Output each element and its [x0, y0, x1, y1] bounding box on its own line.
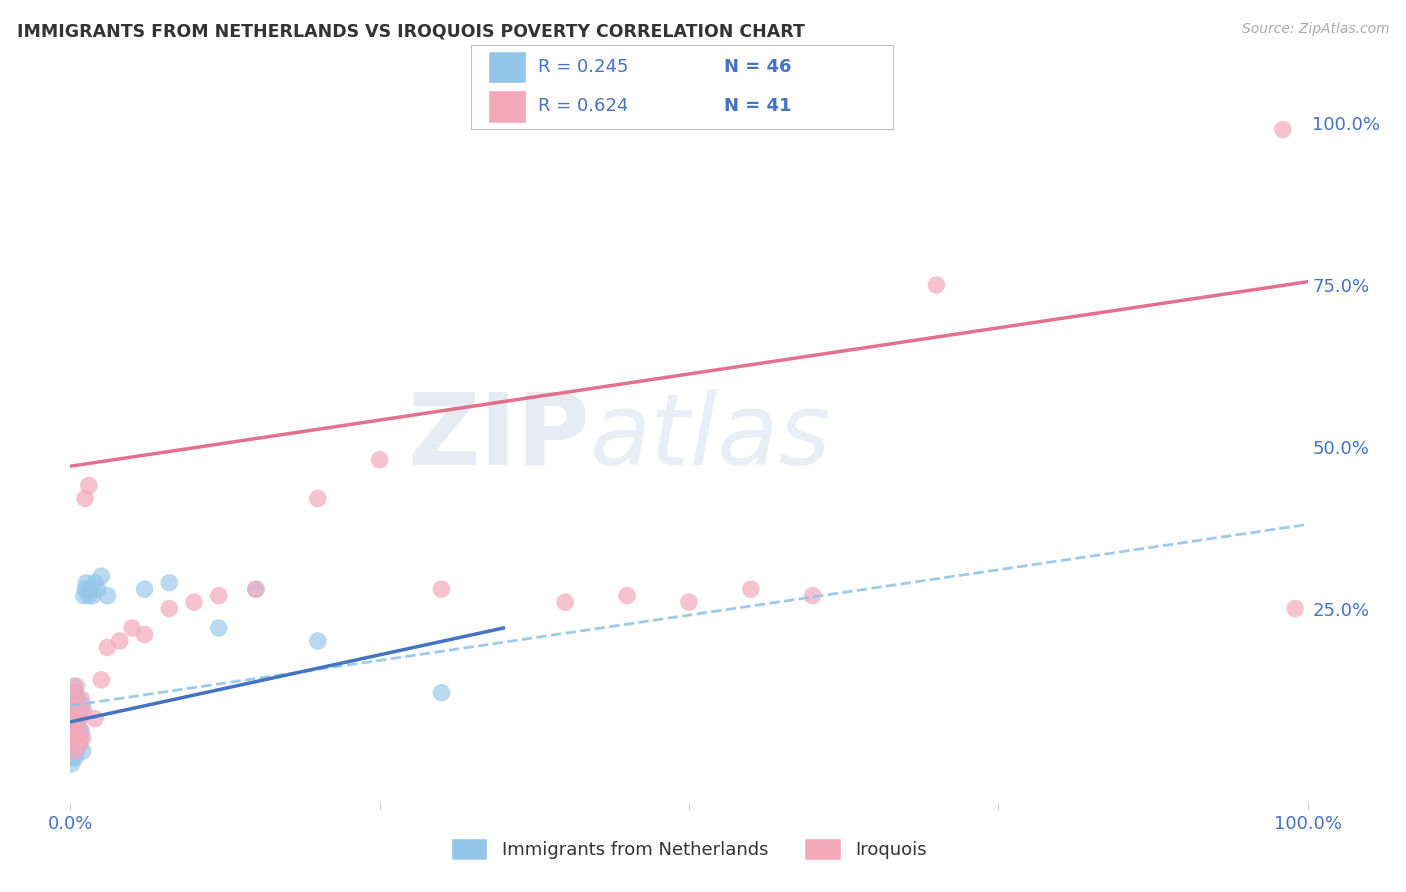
Point	[66, 692, 89, 706]
Point	[65, 750, 87, 764]
Text: R = 0.245: R = 0.245	[538, 58, 628, 76]
Point	[65, 744, 87, 758]
Point	[1271, 122, 1294, 136]
Point	[65, 686, 87, 700]
Point	[62, 698, 84, 713]
Point	[72, 698, 94, 713]
Point	[801, 589, 824, 603]
Text: Source: ZipAtlas.com: Source: ZipAtlas.com	[1241, 22, 1389, 37]
Point	[134, 582, 156, 597]
Point	[62, 738, 84, 752]
Point	[63, 718, 86, 732]
Point	[77, 589, 100, 603]
Point	[79, 582, 101, 597]
Point	[60, 756, 83, 771]
Point	[96, 589, 118, 603]
Point	[65, 698, 87, 713]
Point	[67, 738, 90, 752]
Point	[62, 712, 84, 726]
Point	[70, 692, 93, 706]
Point	[430, 582, 453, 597]
Point	[183, 595, 205, 609]
Point	[73, 705, 96, 719]
Point	[75, 575, 97, 590]
Point	[368, 452, 391, 467]
Point	[1284, 601, 1306, 615]
Point	[75, 491, 97, 506]
Point	[65, 705, 87, 719]
Point	[157, 575, 180, 590]
Point	[554, 595, 576, 609]
Legend: Immigrants from Netherlands, Iroquois: Immigrants from Netherlands, Iroquois	[444, 830, 934, 867]
Point	[65, 679, 87, 693]
Point	[66, 718, 89, 732]
Point	[62, 712, 84, 726]
Text: ZIP: ZIP	[408, 389, 591, 485]
Point	[208, 621, 231, 635]
Point	[62, 750, 84, 764]
Point	[245, 582, 267, 597]
Point	[60, 731, 83, 745]
Point	[72, 744, 94, 758]
Point	[86, 582, 108, 597]
Point	[70, 724, 93, 739]
Point	[65, 744, 87, 758]
Point	[134, 627, 156, 641]
Point	[69, 705, 91, 719]
Bar	[488, 51, 526, 83]
Point	[65, 705, 87, 719]
Point	[208, 589, 231, 603]
Point	[69, 731, 91, 745]
Point	[60, 698, 83, 713]
Point	[307, 634, 329, 648]
Point	[63, 692, 86, 706]
Text: IMMIGRANTS FROM NETHERLANDS VS IROQUOIS POVERTY CORRELATION CHART: IMMIGRANTS FROM NETHERLANDS VS IROQUOIS …	[17, 22, 804, 40]
Point	[108, 634, 131, 648]
Point	[925, 277, 948, 292]
Text: N = 46: N = 46	[724, 58, 792, 76]
Point	[84, 712, 107, 726]
Point	[67, 712, 90, 726]
Point	[307, 491, 329, 506]
Point	[121, 621, 143, 635]
Point	[77, 478, 100, 492]
Point	[62, 724, 84, 739]
Point	[63, 724, 86, 739]
Point	[245, 582, 267, 597]
Point	[66, 731, 89, 745]
Text: atlas: atlas	[591, 389, 831, 485]
Point	[65, 724, 87, 739]
Text: R = 0.624: R = 0.624	[538, 97, 628, 115]
Point	[90, 569, 112, 583]
Point	[63, 686, 86, 700]
Point	[84, 575, 107, 590]
Point	[72, 731, 94, 745]
Point	[67, 712, 90, 726]
Point	[63, 744, 86, 758]
Point	[67, 738, 90, 752]
Point	[90, 673, 112, 687]
Point	[65, 718, 87, 732]
Point	[62, 731, 84, 745]
Point	[73, 589, 96, 603]
Point	[60, 718, 83, 732]
Point	[740, 582, 762, 597]
Bar	[488, 90, 526, 122]
Point	[96, 640, 118, 655]
Point	[65, 731, 87, 745]
Point	[63, 738, 86, 752]
Point	[616, 589, 638, 603]
Point	[69, 724, 91, 739]
Point	[60, 738, 83, 752]
Point	[430, 686, 453, 700]
Text: N = 41: N = 41	[724, 97, 792, 115]
Point	[63, 679, 86, 693]
Point	[678, 595, 700, 609]
Point	[66, 698, 89, 713]
Point	[82, 589, 104, 603]
Point	[63, 712, 86, 726]
Point	[157, 601, 180, 615]
Point	[75, 582, 97, 597]
